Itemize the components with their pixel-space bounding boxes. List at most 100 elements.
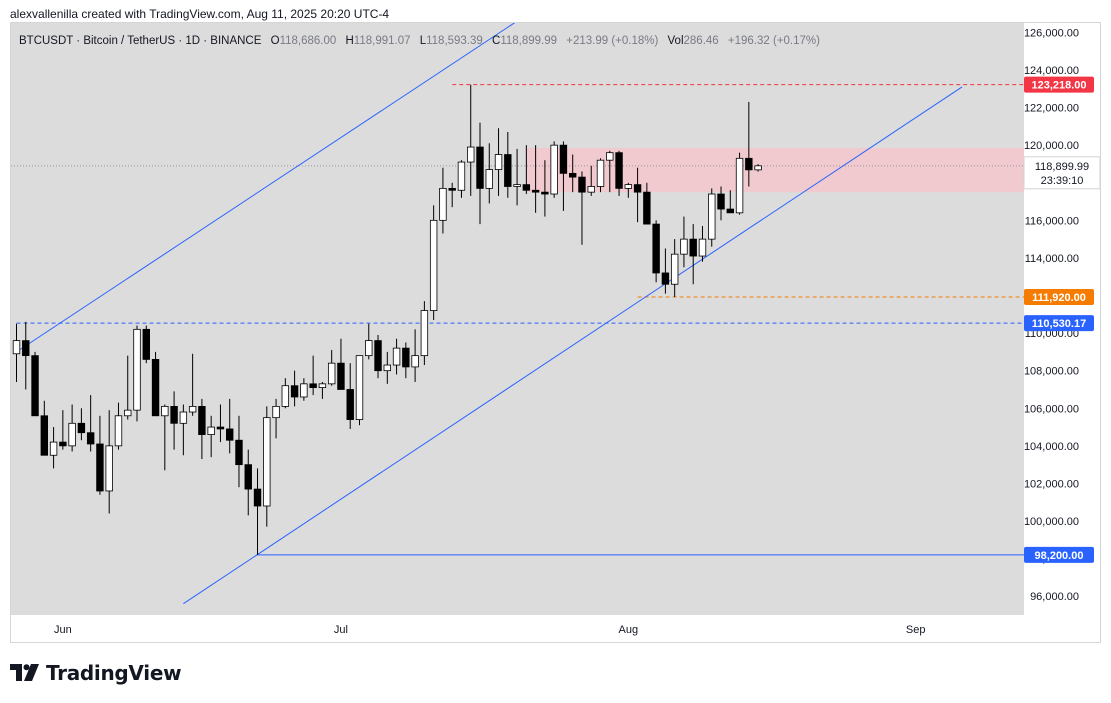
candle-body-down bbox=[198, 405, 206, 435]
tradingview-logo[interactable]: TradingView bbox=[10, 660, 182, 686]
candle-body-down bbox=[337, 362, 345, 390]
price-labels-layer: 123,218.00 111,920.00 110,530.17 98,200.00 1… bbox=[1023, 76, 1100, 563]
candle-body-up bbox=[188, 405, 197, 413]
candle-body-up bbox=[680, 238, 688, 255]
candle bbox=[745, 101, 753, 187]
candle-body-down bbox=[652, 223, 660, 274]
candle bbox=[105, 410, 113, 514]
candle-body-up bbox=[179, 411, 188, 424]
candlestick-chart[interactable]: 96,000.0098,000.00100,000.00102,000.0010… bbox=[11, 23, 1100, 642]
candle bbox=[31, 351, 39, 417]
candle-body-up bbox=[281, 385, 290, 407]
candle-body-down bbox=[216, 426, 225, 430]
high-label: H bbox=[345, 35, 354, 47]
candle bbox=[550, 141, 558, 198]
candle bbox=[448, 182, 456, 208]
candle bbox=[402, 342, 410, 379]
candle bbox=[309, 355, 317, 396]
candle bbox=[40, 400, 49, 456]
candle bbox=[726, 190, 734, 214]
candle-body-down bbox=[717, 193, 725, 210]
candle-body-down bbox=[578, 176, 586, 193]
candle bbox=[652, 220, 660, 283]
candle-body-up bbox=[550, 144, 558, 195]
candle bbox=[281, 378, 290, 409]
candle-body-up bbox=[467, 146, 475, 163]
candle bbox=[198, 398, 206, 460]
candle bbox=[633, 167, 642, 223]
y-tick-label: 114,000.00 bbox=[1025, 253, 1079, 265]
candle-body-up bbox=[272, 405, 280, 419]
channel-upper-line bbox=[16, 23, 516, 353]
candle-body-up bbox=[494, 154, 503, 170]
candle-body-down bbox=[745, 157, 753, 171]
y-tick-label: 102,000.00 bbox=[1024, 478, 1079, 490]
candle bbox=[244, 449, 252, 516]
candle-body-down bbox=[541, 191, 549, 195]
candle-body-up bbox=[365, 340, 373, 357]
candle bbox=[578, 171, 586, 245]
candle bbox=[541, 160, 549, 217]
candle-body-down bbox=[633, 184, 642, 193]
channel-layer bbox=[16, 23, 963, 605]
change-value: +213.99 (+0.18%) bbox=[566, 35, 659, 47]
candle-body-down bbox=[661, 272, 670, 285]
candle-body-down bbox=[86, 432, 95, 445]
candle bbox=[114, 402, 123, 450]
candle bbox=[429, 205, 438, 320]
y-tick-label: 126,000.00 bbox=[1024, 27, 1079, 39]
candle bbox=[411, 329, 419, 382]
candle bbox=[615, 150, 623, 196]
candle bbox=[569, 154, 577, 193]
candle-body-up bbox=[420, 310, 429, 357]
candle-body-up bbox=[485, 169, 493, 189]
candle-body-down bbox=[504, 154, 512, 187]
candle-body-up bbox=[300, 383, 308, 398]
symbol-name[interactable]: BTCUSDT · Bitcoin / TetherUS · 1D · BINA… bbox=[19, 35, 262, 47]
candle bbox=[698, 225, 707, 262]
candle bbox=[235, 415, 243, 488]
candle-body-down bbox=[476, 146, 484, 189]
levels-layer bbox=[11, 84, 1024, 556]
candle bbox=[142, 325, 150, 364]
candle bbox=[77, 408, 86, 441]
price-label-box-0 bbox=[1024, 76, 1094, 93]
candle bbox=[327, 350, 336, 386]
chart-caption: alexvallenilla created with TradingView.… bbox=[10, 7, 390, 21]
candle-body-up bbox=[207, 426, 215, 435]
candle bbox=[587, 165, 595, 196]
candle-body-up bbox=[114, 415, 123, 447]
candle-body-down bbox=[726, 208, 734, 214]
candle-body-up bbox=[327, 362, 336, 385]
candle bbox=[661, 248, 670, 294]
candle bbox=[596, 158, 605, 193]
candle bbox=[337, 338, 345, 390]
candle bbox=[68, 404, 76, 452]
candle bbox=[735, 152, 744, 215]
tradingview-logo-icon bbox=[10, 664, 39, 681]
close-value: 118,899.99 bbox=[500, 35, 558, 47]
candle bbox=[133, 325, 141, 422]
candle-body-up bbox=[624, 184, 633, 189]
open-label: O bbox=[270, 35, 280, 47]
candle bbox=[476, 122, 484, 225]
chart-frame[interactable]: 96,000.0098,000.00100,000.00102,000.0010… bbox=[10, 22, 1101, 643]
candle-body-up bbox=[429, 219, 438, 311]
candle-body-up bbox=[355, 355, 364, 420]
candle bbox=[272, 398, 280, 439]
candle bbox=[216, 404, 225, 443]
candle-body-down bbox=[151, 359, 160, 417]
candle-body-up bbox=[411, 355, 419, 368]
candle-body-down bbox=[569, 172, 577, 178]
candle bbox=[59, 410, 67, 450]
candle bbox=[457, 160, 466, 198]
candle-body-down bbox=[531, 189, 540, 193]
candle bbox=[346, 363, 354, 429]
candle bbox=[318, 381, 327, 399]
candle-body-up bbox=[68, 422, 76, 447]
candle bbox=[161, 404, 169, 471]
candle bbox=[226, 398, 234, 454]
candle-body-up bbox=[439, 187, 447, 221]
price-label-box-1 bbox=[1024, 289, 1094, 306]
symbol-legend: BTCUSDT · Bitcoin / TetherUS · 1D · BINA… bbox=[19, 35, 820, 47]
